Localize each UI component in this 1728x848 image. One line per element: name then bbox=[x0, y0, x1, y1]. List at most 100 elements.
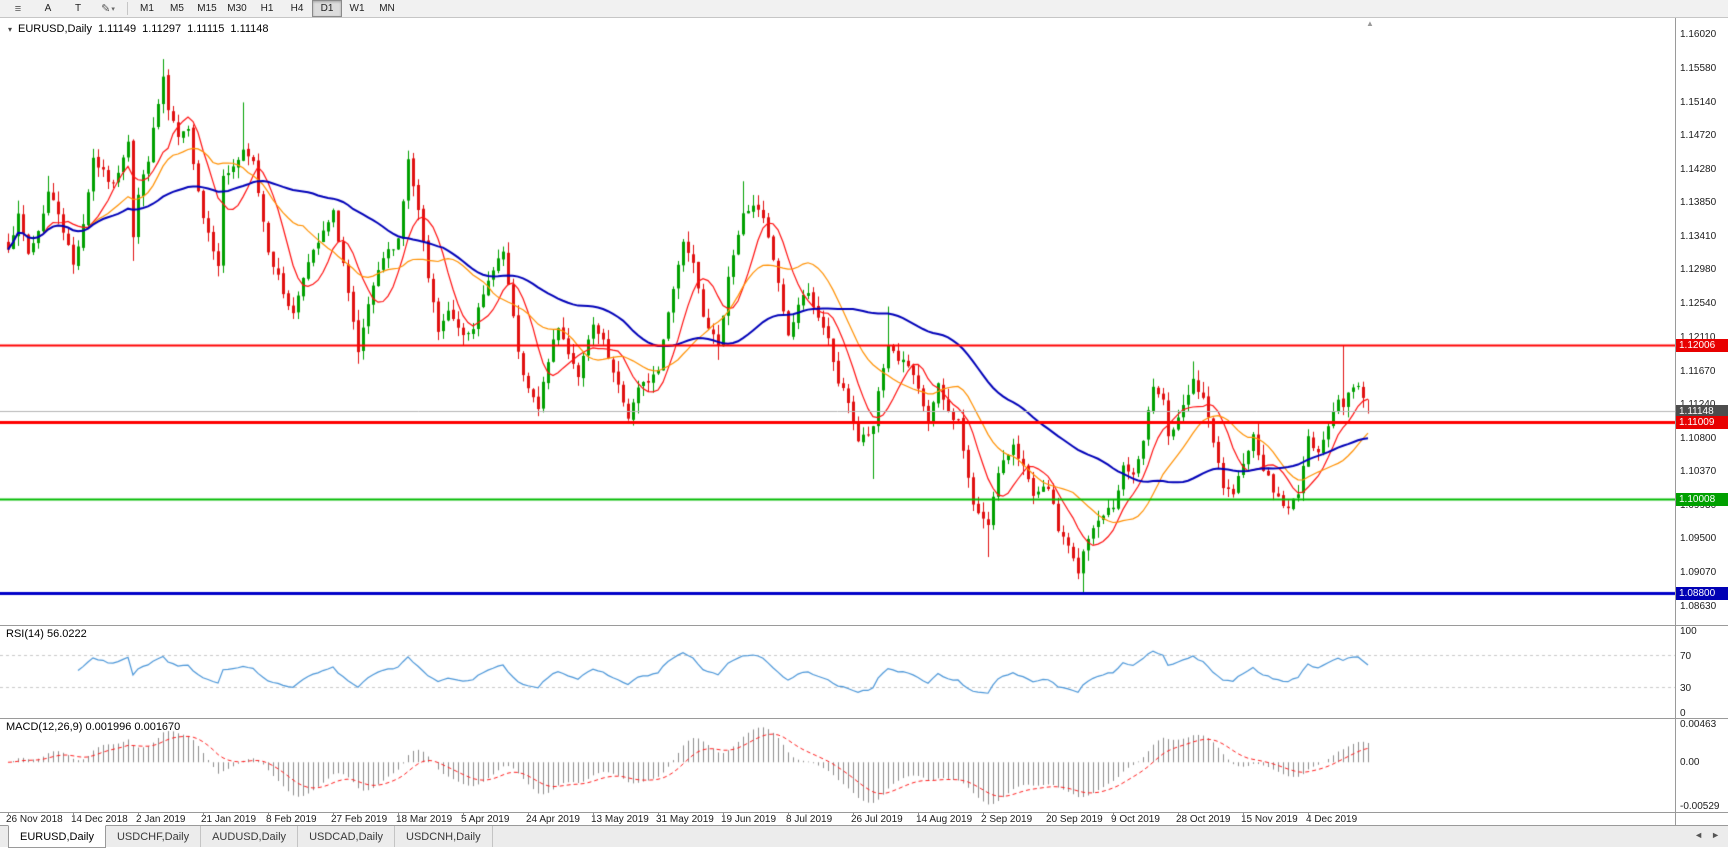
timeframe-h1[interactable]: H1 bbox=[260, 3, 274, 14]
open-value: 1.11149 bbox=[97, 23, 137, 35]
rsi-indicator-canvas[interactable] bbox=[0, 625, 1675, 718]
price-tick-label: 1.11670 bbox=[1680, 365, 1716, 377]
date-label: 31 May 2019 bbox=[656, 814, 714, 825]
rsi-header: RSI(14) 56.0222 bbox=[6, 628, 87, 640]
timeframe-w1[interactable]: W1 bbox=[349, 3, 365, 14]
cursor-tool-button[interactable]: A bbox=[44, 3, 52, 14]
date-label: 27 Feb 2019 bbox=[331, 814, 388, 825]
pane-resize-handle[interactable] bbox=[0, 625, 1728, 626]
date-tick bbox=[8, 812, 9, 816]
collapse-icon[interactable]: ▾ bbox=[8, 25, 13, 34]
timeframe-h4[interactable]: H4 bbox=[290, 3, 304, 14]
pencil-icon: ✎ bbox=[101, 3, 111, 15]
date-label: 18 Mar 2019 bbox=[396, 814, 453, 825]
pane-resize-handle[interactable] bbox=[0, 718, 1728, 719]
date-label: 8 Jul 2019 bbox=[786, 814, 833, 825]
timeframe-mn[interactable]: MN bbox=[379, 3, 395, 14]
date-tick bbox=[983, 812, 984, 816]
timeframe-m15[interactable]: M15 bbox=[197, 3, 217, 14]
price-tick-label: 1.10370 bbox=[1680, 466, 1717, 478]
date-tick bbox=[658, 812, 659, 816]
tab-audusd-daily[interactable]: AUDUSD,Daily bbox=[201, 826, 299, 847]
price-tick-label: 1.14280 bbox=[1680, 163, 1717, 175]
price-tick-label: 1.10800 bbox=[1680, 432, 1717, 444]
date-label: 21 Jan 2019 bbox=[201, 814, 257, 825]
price-tick-label: 1.09500 bbox=[1680, 533, 1717, 545]
top-toolbar: ≡ A T ✎ ▾ M1 M5 M15 M30 H1 H4 D1 W1 MN bbox=[0, 0, 1728, 18]
macd-axis-label: 0.00463 bbox=[1680, 719, 1717, 730]
date-tick bbox=[1178, 812, 1179, 816]
date-label: 5 Apr 2019 bbox=[461, 814, 510, 825]
tab-eurusd-daily[interactable]: EURUSD,Daily bbox=[8, 825, 106, 848]
tab-label: USDCHF,Daily bbox=[116, 830, 190, 843]
tab-usdcnh-daily[interactable]: USDCNH,Daily bbox=[395, 826, 493, 847]
date-label: 20 Sep 2019 bbox=[1046, 814, 1103, 825]
price-tick-label: 1.09070 bbox=[1680, 566, 1717, 578]
high-value: 1.11297 bbox=[142, 23, 182, 35]
time-axis-border bbox=[0, 812, 1728, 813]
timeframe-m1[interactable]: M1 bbox=[140, 3, 154, 14]
date-label: 8 Feb 2019 bbox=[266, 814, 317, 825]
date-tick bbox=[723, 812, 724, 816]
tab-scroll-left-button[interactable]: ◄ bbox=[1694, 830, 1704, 840]
timeframe-d1[interactable]: D1 bbox=[312, 0, 342, 17]
date-label: 15 Nov 2019 bbox=[1241, 814, 1298, 825]
date-tick bbox=[333, 812, 334, 816]
date-tick bbox=[918, 812, 919, 816]
date-tick bbox=[1113, 812, 1114, 816]
price-level-badge: 1.11148 bbox=[1676, 405, 1728, 419]
date-tick bbox=[528, 812, 529, 816]
tab-usdchf-daily[interactable]: USDCHF,Daily bbox=[106, 826, 202, 847]
date-label: 14 Aug 2019 bbox=[916, 814, 973, 825]
timeframe-m5[interactable]: M5 bbox=[170, 3, 184, 14]
chart-ohlc-header: ▾ EURUSD,Daily 1.11149 1.11297 1.11115 1.1114… bbox=[8, 23, 275, 35]
price-level-badge: 1.10008 bbox=[1676, 493, 1728, 507]
toolbar-divider bbox=[127, 2, 128, 15]
date-tick bbox=[203, 812, 204, 816]
date-tick bbox=[463, 812, 464, 816]
menu-icon[interactable]: ≡ bbox=[14, 2, 22, 15]
macd-indicator-canvas[interactable] bbox=[0, 718, 1675, 812]
timeframe-m30[interactable]: M30 bbox=[227, 3, 247, 14]
macd-header: MACD(12,26,9) 0.001996 0.001670 bbox=[6, 721, 181, 733]
date-tick bbox=[1243, 812, 1244, 816]
date-label: 26 Nov 2018 bbox=[6, 814, 63, 825]
price-tick-label: 1.16020 bbox=[1680, 29, 1717, 41]
text-tool-button[interactable]: T bbox=[74, 3, 82, 14]
tab-scroll-right-button[interactable]: ► bbox=[1711, 830, 1720, 840]
date-label: 24 Apr 2019 bbox=[526, 814, 580, 825]
tab-label: USDCNH,Daily bbox=[406, 830, 481, 843]
price-level-badge: 1.12006 bbox=[1676, 338, 1728, 352]
price-level-badge: 1.11009 bbox=[1676, 415, 1728, 429]
price-tick-label: 1.13850 bbox=[1680, 197, 1717, 209]
date-label: 13 May 2019 bbox=[591, 814, 649, 825]
price-tick-label: 1.12540 bbox=[1680, 298, 1717, 310]
date-label: 28 Oct 2019 bbox=[1176, 814, 1231, 825]
price-tick-label: 1.12110 bbox=[1680, 331, 1716, 343]
symbol-period-label: EURUSD,Daily bbox=[18, 23, 92, 35]
price-tick-label: 1.15580 bbox=[1680, 63, 1717, 75]
date-label: 14 Dec 2018 bbox=[71, 814, 128, 825]
date-label: 9 Oct 2019 bbox=[1111, 814, 1160, 825]
date-tick bbox=[1048, 812, 1049, 816]
date-tick bbox=[268, 812, 269, 816]
price-chart-canvas[interactable] bbox=[0, 18, 1675, 625]
price-axis-border bbox=[1675, 18, 1676, 825]
macd-axis-label: -0.00529 bbox=[1680, 801, 1720, 812]
date-tick bbox=[138, 812, 139, 816]
low-value: 1.11115 bbox=[187, 23, 225, 35]
date-tick bbox=[1308, 812, 1309, 816]
price-tick-label: 1.11240 bbox=[1680, 399, 1715, 410]
date-label: 2 Jan 2019 bbox=[136, 814, 186, 825]
close-value: 1.11148 bbox=[230, 23, 269, 35]
draw-tool-button[interactable]: ✎ ▾ bbox=[93, 0, 123, 17]
rsi-axis-label: 70 bbox=[1680, 650, 1692, 662]
date-label: 26 Jul 2019 bbox=[851, 814, 903, 825]
date-tick bbox=[593, 812, 594, 816]
date-tick bbox=[853, 812, 854, 816]
tab-usdcad-daily[interactable]: USDCAD,Daily bbox=[298, 826, 396, 847]
price-tick-label: 1.14720 bbox=[1680, 129, 1717, 141]
rsi-axis-label: 0 bbox=[1680, 708, 1686, 719]
rsi-axis-label: 30 bbox=[1680, 683, 1692, 695]
date-tick bbox=[398, 812, 399, 816]
